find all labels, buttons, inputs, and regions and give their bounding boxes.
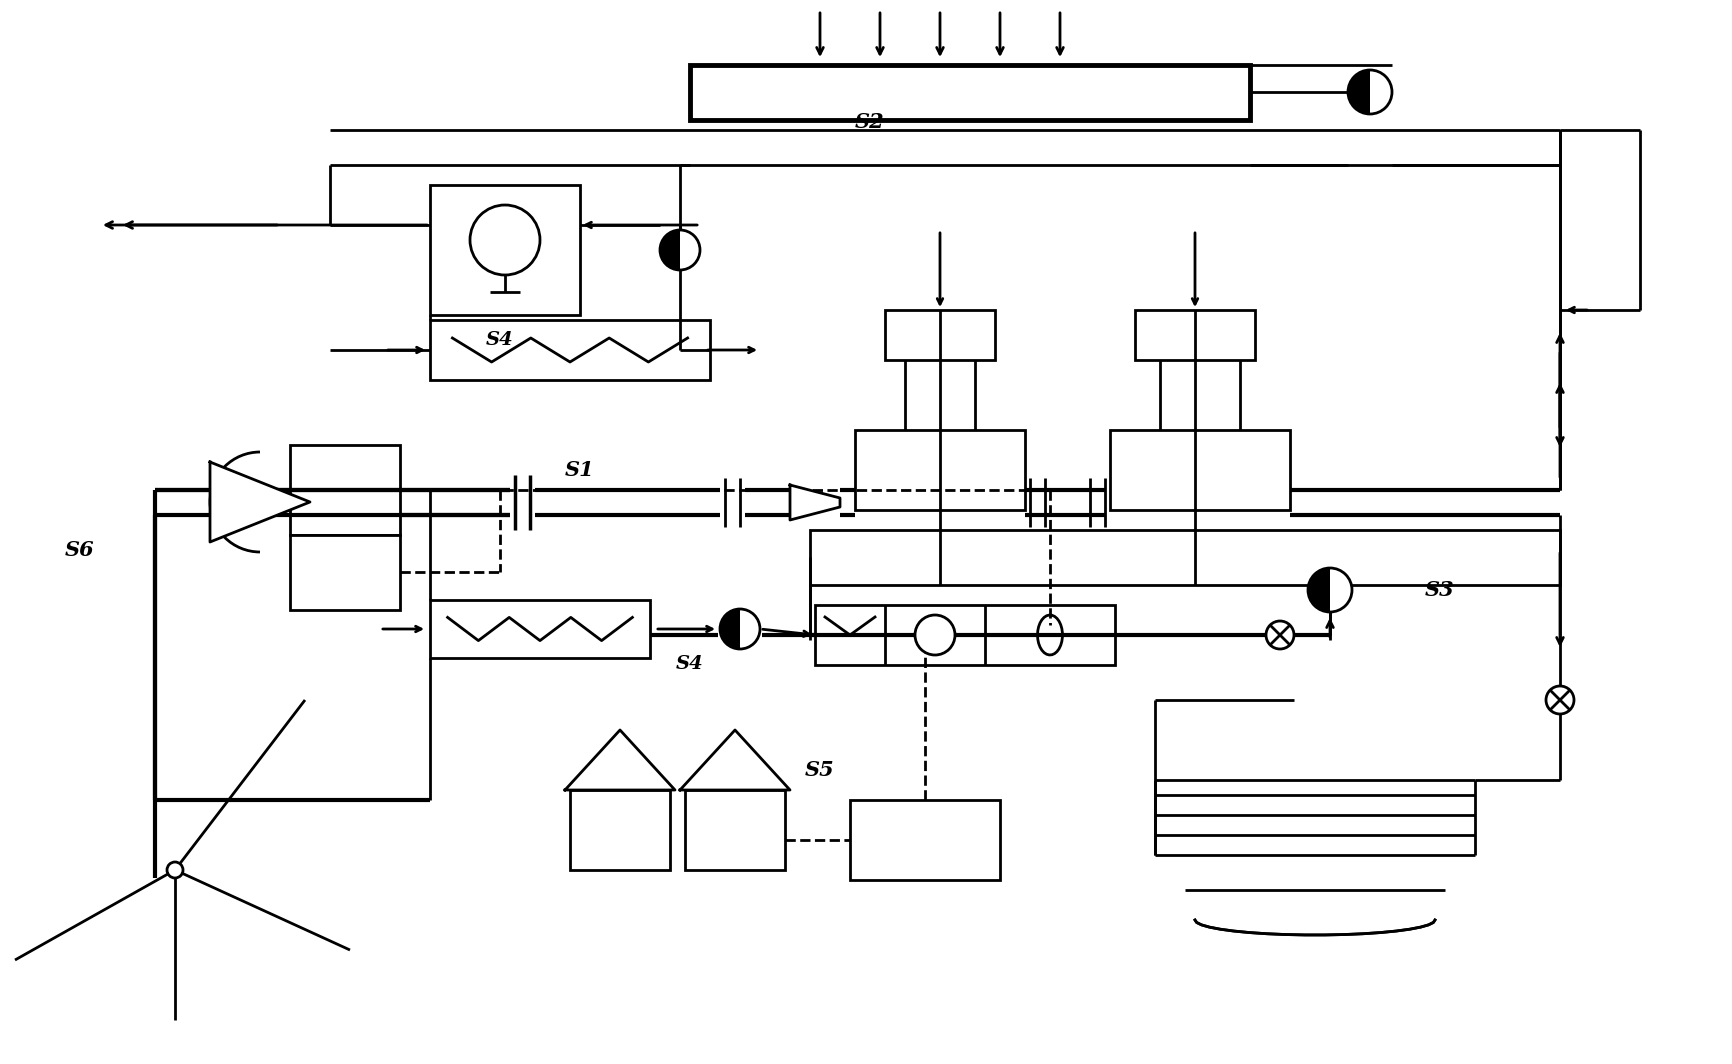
- Bar: [289, 535, 400, 610]
- Bar: [289, 445, 400, 535]
- Text: S4: S4: [675, 655, 703, 674]
- Polygon shape: [210, 462, 310, 542]
- Circle shape: [914, 615, 954, 655]
- Bar: [1110, 430, 1290, 510]
- Bar: [430, 185, 580, 315]
- Polygon shape: [790, 485, 840, 520]
- Circle shape: [1347, 70, 1393, 114]
- Text: S5: S5: [805, 760, 835, 780]
- Bar: [856, 430, 1025, 510]
- Circle shape: [660, 230, 700, 270]
- Bar: [570, 789, 670, 870]
- Circle shape: [166, 862, 184, 878]
- Wedge shape: [721, 609, 740, 649]
- Wedge shape: [1308, 568, 1330, 612]
- Bar: [1134, 310, 1256, 360]
- Wedge shape: [660, 230, 681, 270]
- Bar: [430, 320, 710, 380]
- Text: S2: S2: [856, 112, 885, 132]
- Text: S3: S3: [1425, 580, 1455, 600]
- Bar: [816, 605, 1115, 665]
- Text: S1: S1: [565, 460, 594, 480]
- Circle shape: [1308, 568, 1353, 612]
- Circle shape: [469, 205, 540, 275]
- Text: S6: S6: [66, 541, 95, 560]
- Bar: [850, 800, 999, 880]
- Text: S4: S4: [487, 331, 514, 349]
- Bar: [430, 600, 650, 658]
- Polygon shape: [565, 730, 675, 789]
- Bar: [689, 65, 1251, 120]
- Circle shape: [721, 609, 760, 649]
- Circle shape: [1547, 686, 1574, 714]
- Bar: [684, 789, 785, 870]
- Wedge shape: [1347, 70, 1370, 114]
- Circle shape: [1266, 621, 1294, 649]
- Polygon shape: [681, 730, 790, 789]
- Bar: [885, 310, 994, 360]
- Bar: [811, 530, 1561, 585]
